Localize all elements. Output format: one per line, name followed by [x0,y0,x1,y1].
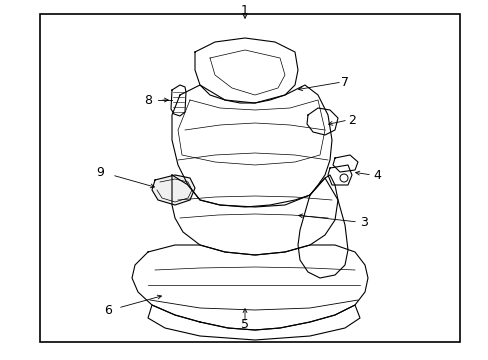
Text: 5: 5 [241,319,248,332]
Bar [40,14,459,342]
Text: 4: 4 [372,168,380,181]
Text: 2: 2 [347,113,355,126]
Text: 9: 9 [96,166,104,179]
Text: 1: 1 [241,4,248,17]
Text: 8: 8 [143,94,152,107]
Text: 6: 6 [104,303,112,316]
Text: 3: 3 [359,216,367,229]
Polygon shape [152,175,195,205]
Text: 7: 7 [340,76,348,89]
